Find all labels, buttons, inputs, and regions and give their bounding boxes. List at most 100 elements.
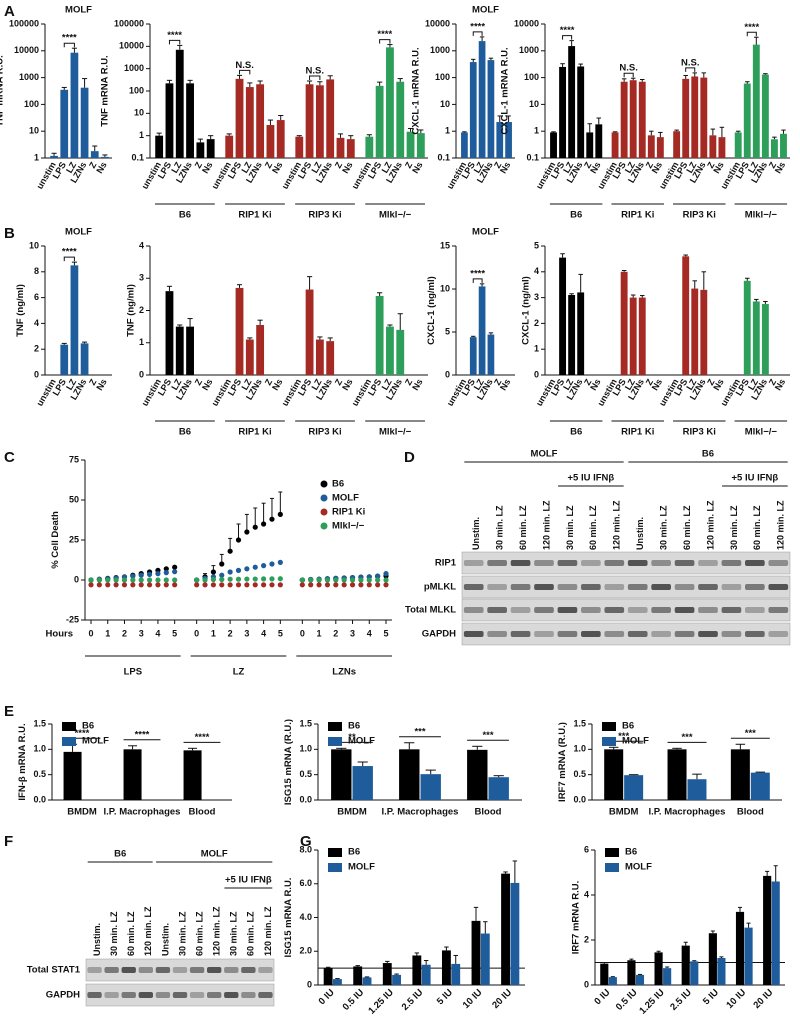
- x-tick-label: LZ: [472, 377, 486, 392]
- y-tick-label: 0.0: [33, 794, 46, 804]
- x-tick-label: Z: [403, 377, 415, 387]
- x-tick-label: Ns: [340, 377, 354, 392]
- blot-band: [721, 584, 742, 590]
- x-tick-label: Ns: [773, 377, 787, 392]
- x-tick-label: Ns: [410, 160, 424, 175]
- point: [227, 582, 233, 588]
- legend-label: MOLF: [348, 736, 375, 747]
- bar: [691, 288, 699, 375]
- x-tick-label: 3: [350, 628, 355, 638]
- blot-band: [698, 560, 718, 566]
- x-tick-label: 0 IU: [592, 987, 612, 1007]
- bar: [624, 775, 644, 800]
- point: [210, 576, 216, 583]
- x-tick-label: LZ: [380, 377, 394, 392]
- point: [308, 582, 314, 588]
- chart-title: MOLF: [65, 5, 92, 16]
- x-tick-label: Z: [333, 377, 345, 387]
- y-tick-label: 100000: [114, 18, 144, 28]
- sig-bracket: [746, 31, 757, 37]
- point: [324, 577, 331, 583]
- y-tick-label: 10: [440, 283, 450, 293]
- x-tick-label: Z: [193, 160, 205, 170]
- point: [261, 563, 267, 569]
- point: [146, 571, 153, 578]
- point: [333, 577, 339, 583]
- y-tick-label: 10: [29, 126, 39, 136]
- blot-band: [698, 607, 718, 613]
- sig-label: **: [348, 732, 356, 743]
- sig-label: N.S.: [305, 66, 323, 77]
- x-tick-label: LZ: [561, 377, 575, 392]
- blot-band: [745, 560, 765, 566]
- bar: [315, 85, 324, 158]
- bar: [245, 339, 254, 375]
- x-tick-label: 20 IU: [751, 987, 775, 1011]
- bar: [577, 66, 585, 158]
- point: [277, 582, 283, 588]
- sig-bracket: [63, 42, 75, 48]
- bar: [471, 920, 481, 985]
- y-tick-label: 0: [445, 369, 450, 379]
- blot-band: [604, 607, 625, 613]
- sig-bracket: [168, 39, 181, 45]
- point: [163, 566, 169, 572]
- legend-swatch: [328, 722, 342, 731]
- y-tick-label: 100000: [9, 18, 39, 28]
- x-tick-label: LZ: [169, 377, 183, 392]
- blot-band: [510, 584, 531, 590]
- bar: [225, 135, 234, 158]
- x-tick-label: 0: [88, 628, 93, 638]
- panel-label: B: [4, 225, 15, 242]
- x-tick-label: LZ: [623, 377, 637, 392]
- y-tick-label: 0.5: [573, 769, 586, 779]
- x-tick-label: Ns: [498, 160, 512, 175]
- point: [121, 577, 128, 583]
- blot-band: [258, 967, 273, 973]
- y-tick-label: -25: [66, 614, 79, 624]
- y-tick-label: 1: [534, 344, 539, 354]
- bar: [346, 139, 355, 158]
- legend-swatch: [328, 848, 342, 857]
- bar: [771, 881, 780, 985]
- y-tick-label: 1000: [519, 45, 539, 55]
- y-tick-label: 1000: [430, 45, 450, 55]
- legend-label: B6: [332, 479, 344, 490]
- lane-label: 120 min. LZ: [705, 500, 715, 550]
- group-label: Mlkl−/−: [379, 427, 412, 438]
- bar: [478, 286, 486, 375]
- y-tick-label: 1.0: [299, 744, 312, 754]
- y-tick-label: 15: [440, 240, 450, 250]
- bar: [63, 751, 82, 800]
- lane-label: 60 min. LZ: [588, 505, 598, 550]
- lane-label: 60 min. LZ: [126, 911, 136, 956]
- blot-band: [104, 967, 119, 973]
- y-axis-label: IFN-β mRNA R.U.: [17, 723, 28, 800]
- bar: [488, 777, 509, 800]
- blot-group: B6: [702, 449, 714, 460]
- lane-label: 120 min. LZ: [541, 500, 551, 550]
- x-tick-label: Ns: [270, 160, 284, 175]
- blot-band: [604, 560, 625, 566]
- x-tick-label: 0 IU: [317, 987, 337, 1007]
- bar: [682, 78, 690, 158]
- x-tick-label: Blood: [475, 807, 502, 818]
- blot-band: [534, 607, 554, 613]
- blot-treatment: +5 IU IFNβ: [731, 473, 778, 484]
- bar: [750, 772, 770, 800]
- point: [366, 577, 372, 583]
- bar: [186, 83, 194, 158]
- panel-label: A: [4, 3, 15, 20]
- x-tick-label: 1.25 IU: [366, 987, 396, 1017]
- bar: [70, 265, 79, 375]
- x-tick-label: 5 IU: [435, 987, 455, 1007]
- y-tick-label: 2.0: [299, 946, 312, 956]
- blot-band: [674, 560, 695, 566]
- y-tick-label: 100: [435, 72, 450, 82]
- sig-label: ****: [135, 729, 150, 740]
- bar: [50, 155, 58, 158]
- x-tick-label: 4: [261, 628, 266, 638]
- y-tick-label: 10: [134, 108, 144, 118]
- group-label: RIP1 Ki: [621, 427, 654, 438]
- point: [308, 577, 314, 583]
